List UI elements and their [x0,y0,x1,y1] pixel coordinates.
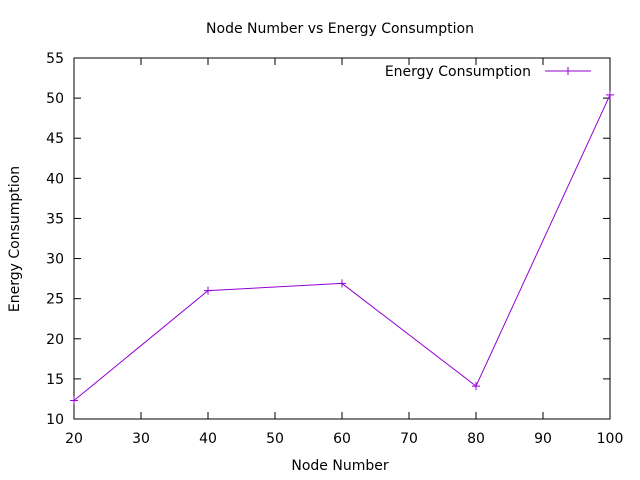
axis-ticks: 20 30 40 50 60 70 80 90 100 10 15 20 25 30 35 40 45 50 55 [46,51,623,447]
y-axis-label: Energy Consumption [7,166,23,312]
y-tick-label: 50 [46,91,64,107]
data-point [338,279,346,288]
legend-marker [564,67,572,75]
x-axis-label: Node Number [291,458,388,474]
y-tick-label: 55 [46,51,64,67]
x-tick-label: 60 [333,431,351,447]
y-tick-label: 15 [46,372,64,388]
legend-label: Energy Consumption [385,64,531,80]
data-point [606,90,614,99]
y-tick-label: 40 [46,171,64,187]
x-tick-label: 20 [65,431,83,447]
y-tick-label: 25 [46,292,64,308]
plot-area-frame [73,57,611,420]
y-tick-label: 20 [46,332,64,348]
legend-plus-marker [564,67,572,75]
x-tick-label: 50 [266,431,284,447]
y-tick-label: 30 [46,252,64,268]
x-tick-label: 30 [132,431,150,447]
data-point [204,286,212,295]
x-tick-label: 80 [467,431,485,447]
data-point [472,382,480,391]
chart-title: Node Number vs Energy Consumption [206,21,474,37]
data-point [70,396,78,405]
y-tick-label: 10 [46,412,64,428]
series-layer [70,90,614,405]
x-tick-label: 70 [400,431,418,447]
series-line [73,94,611,401]
y-tick-label: 35 [46,211,64,227]
x-tick-label: 90 [534,431,552,447]
x-tick-label: 40 [199,431,217,447]
x-tick-label: 100 [597,431,624,447]
y-tick-label: 45 [46,131,64,147]
legend: Energy Consumption [385,64,591,80]
